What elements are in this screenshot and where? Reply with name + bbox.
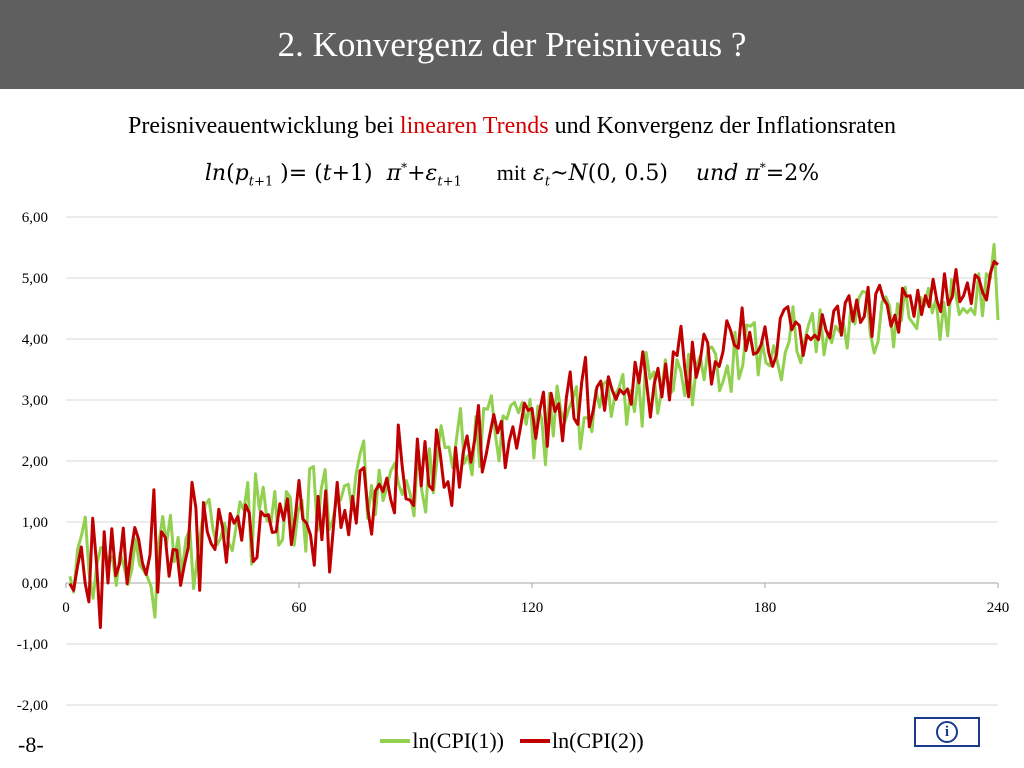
info-button[interactable]: i xyxy=(914,717,980,747)
y-axis-ticks: 6,00 5,00 4,00 3,00 2,00 1,00 0,00 -1,00 -2,00 xyxy=(17,210,48,714)
formula: ln(pt+1 )= (t+1) π*+εt+1 mit εt~N(0, 0.5… xyxy=(204,160,820,190)
series-line-2 xyxy=(68,260,999,629)
x-tick-label: 60 xyxy=(292,600,307,616)
y-tick-label: 1,00 xyxy=(22,515,48,531)
y-tick-label: -2,00 xyxy=(17,698,48,714)
subtitle-part-1: Preisniveauentwicklung bei xyxy=(127,113,400,139)
formula-mit: mit xyxy=(496,160,527,185)
x-tick-label: 0 xyxy=(62,600,70,616)
legend: ln(CPI(1)) ln(CPI(2)) xyxy=(0,728,1024,754)
x-tick-label: 180 xyxy=(754,600,777,616)
subtitle-highlight: linearen Trends xyxy=(399,113,549,139)
y-tick-label: 3,00 xyxy=(22,393,48,409)
x-axis-ticks: 0 60 120 180 240 xyxy=(62,583,1009,616)
y-tick-label: 6,00 xyxy=(22,210,48,226)
line-chart: 6,00 5,00 4,00 3,00 2,00 1,00 0,00 -1,00 -2,00 0… xyxy=(17,210,1010,714)
y-tick-label: 5,00 xyxy=(22,271,48,287)
y-tick-label: 4,00 xyxy=(22,332,48,348)
legend-swatch-series-2 xyxy=(520,739,550,743)
legend-item-series-1: ln(CPI(1)) xyxy=(380,728,504,754)
legend-item-series-2: ln(CPI(2)) xyxy=(520,728,644,754)
x-tick-label: 240 xyxy=(987,600,1010,616)
legend-swatch-series-1 xyxy=(380,739,411,743)
series-lines xyxy=(68,242,1000,629)
info-icon: i xyxy=(936,721,958,743)
y-tick-label: 2,00 xyxy=(22,454,48,470)
slide-title: 2. Konvergenz der Preisniveaus ? xyxy=(277,24,747,64)
y-tick-label: -1,00 xyxy=(17,637,48,653)
x-tick-label: 120 xyxy=(521,600,544,616)
title-bar: 2. Konvergenz der Preisniveaus ? xyxy=(0,0,1024,89)
subtitle-part-2: und Konvergenz der Inflationsraten xyxy=(548,113,897,139)
y-tick-label: 0,00 xyxy=(22,576,48,592)
formula-und: und xyxy=(695,161,739,186)
legend-label-series-1: ln(CPI(1)) xyxy=(412,728,504,753)
page-number: -8- xyxy=(18,732,44,757)
grid-lines xyxy=(66,216,998,706)
chart-subtitle: Preisniveauentwicklung bei linearen Tren… xyxy=(0,113,1024,140)
legend-label-series-2: ln(CPI(2)) xyxy=(552,728,644,753)
